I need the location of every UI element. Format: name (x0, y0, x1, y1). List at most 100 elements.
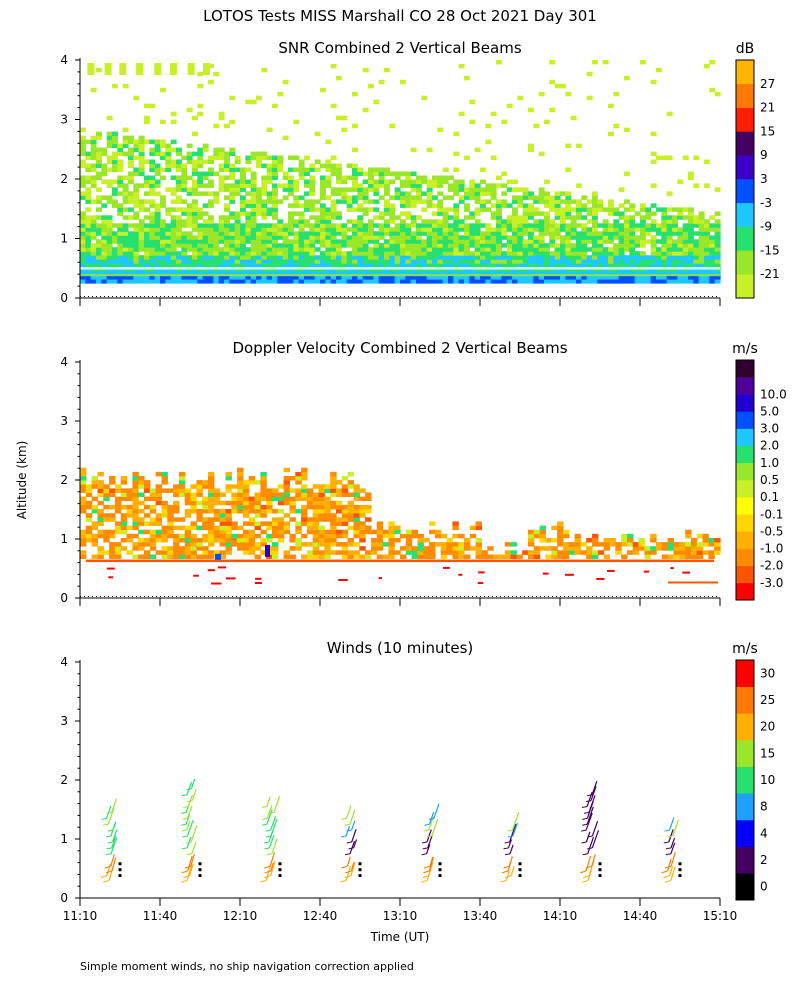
snr-cell (277, 251, 284, 256)
snr-cell (384, 255, 390, 260)
snr-cell (229, 247, 236, 252)
snr-cell (122, 175, 129, 180)
doppler-cell (283, 525, 290, 531)
wind-barb (428, 856, 435, 872)
snr-cell (336, 239, 342, 244)
snr-cell (602, 235, 609, 240)
snr-cell (325, 235, 332, 240)
snr-cell (437, 211, 444, 216)
wind-barb (184, 865, 191, 869)
doppler-cell (405, 550, 413, 555)
snr-cell (565, 223, 572, 228)
doppler-cell (260, 496, 267, 502)
snr-cell (288, 191, 294, 196)
doppler-cell (394, 538, 401, 543)
doppler-cell (272, 492, 279, 497)
snr-cell (677, 279, 684, 284)
snr-cell (186, 271, 193, 276)
snr-cell (170, 259, 177, 264)
doppler-cell (91, 542, 98, 547)
snr-cell (432, 227, 438, 232)
snr-cell (560, 279, 566, 284)
snr-cell (416, 271, 422, 276)
snr-cell (512, 235, 518, 240)
snr-cell (490, 203, 497, 208)
doppler-cell (254, 509, 261, 514)
snr-cell (448, 255, 454, 260)
snr-cell (576, 251, 582, 256)
snr-cell (330, 203, 337, 208)
snr-cell (213, 199, 220, 204)
snr-cell (330, 247, 337, 252)
snr-cell (352, 239, 358, 244)
snr-cell (288, 275, 294, 280)
snr-cell (549, 219, 556, 224)
snr-cell (378, 231, 385, 236)
snr-cell (682, 235, 689, 240)
snr-cell (544, 227, 550, 232)
snr-cell (298, 255, 305, 260)
snr-cell (618, 203, 625, 208)
snr-cell (565, 203, 572, 208)
snr-cell (357, 255, 364, 260)
snr-cell (709, 235, 716, 240)
snr-cell (496, 247, 502, 252)
doppler-colorbar-swatch (736, 462, 754, 481)
doppler-cell (670, 567, 674, 570)
snr-cell (704, 219, 710, 224)
snr-cell (112, 255, 118, 260)
snr-cell (618, 231, 625, 236)
snr-cell (592, 255, 598, 260)
snr-cell (218, 235, 225, 240)
snr-cell (197, 103, 204, 109)
snr-cell (672, 231, 678, 236)
snr-cell (282, 183, 289, 188)
wind-barb (102, 879, 110, 883)
snr-cell (250, 259, 257, 264)
snr-cell (384, 183, 390, 188)
doppler-cell (464, 546, 471, 551)
doppler-cell (341, 554, 349, 559)
doppler-cell (173, 509, 180, 514)
doppler-cell (388, 533, 395, 539)
snr-cell (496, 263, 502, 268)
snr-cell (250, 231, 257, 236)
doppler-cell (167, 550, 174, 555)
doppler-cell (208, 480, 215, 485)
snr-cell (293, 155, 300, 160)
doppler-cell (306, 525, 314, 531)
snr-cell (565, 243, 572, 248)
doppler-cell (353, 554, 360, 559)
snr-cell (234, 167, 241, 172)
doppler-cell (126, 550, 133, 555)
snr-cell (474, 259, 481, 264)
snr-cell (533, 243, 540, 248)
doppler-cell (324, 546, 331, 551)
doppler-cell (120, 525, 128, 531)
snr-cell (154, 139, 161, 145)
snr-cell (320, 87, 326, 93)
snr-cell (512, 255, 518, 260)
snr-cell (309, 215, 316, 220)
snr-cell (474, 223, 481, 228)
snr-cell (586, 219, 593, 224)
snr-cell (218, 239, 225, 244)
snr-cell (117, 223, 124, 228)
doppler-cell (443, 566, 450, 569)
snr-cell (144, 223, 150, 228)
snr-cell (96, 195, 102, 200)
snr-cell (149, 235, 156, 240)
doppler-cell (312, 533, 320, 539)
snr-cell (528, 203, 534, 208)
doppler-cell (196, 484, 203, 489)
snr-cell (213, 239, 220, 244)
snr-cell (154, 147, 161, 153)
doppler-cell (213, 538, 221, 543)
doppler-cell (144, 521, 151, 526)
snr-y-tick-label: 3 (60, 113, 68, 127)
snr-cell (293, 219, 300, 224)
snr-cell (133, 231, 140, 236)
doppler-cell (643, 570, 649, 573)
snr-cell (432, 239, 438, 244)
snr-cell (213, 147, 220, 153)
